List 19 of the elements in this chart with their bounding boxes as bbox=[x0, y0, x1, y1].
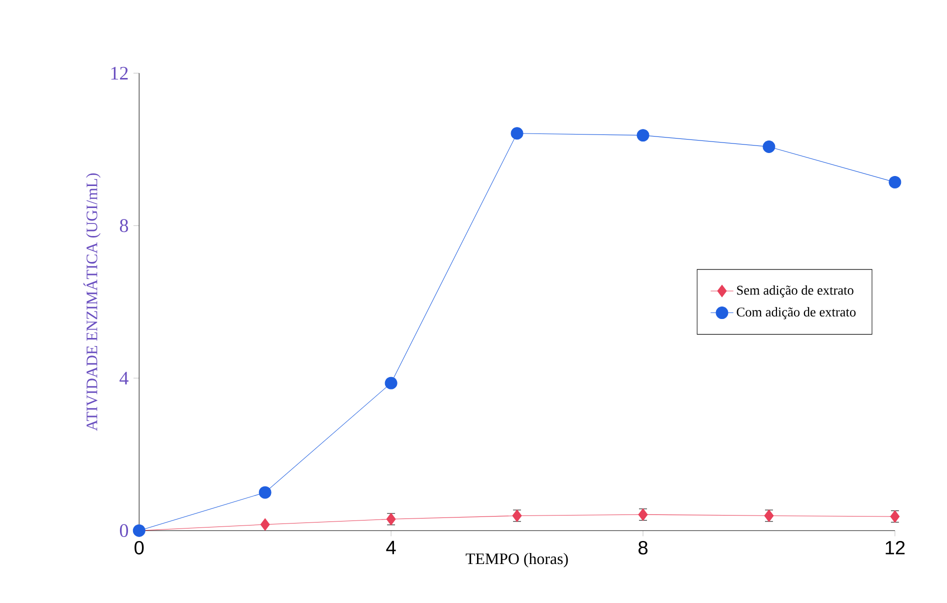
point bbox=[258, 486, 272, 499]
point bbox=[762, 140, 776, 154]
y-tick-label: 8 bbox=[120, 219, 128, 232]
y-tick-label: 4 bbox=[120, 372, 128, 385]
y-tick-label: 0 bbox=[120, 524, 128, 538]
legend-label: Com adição de extrato bbox=[736, 307, 856, 320]
point bbox=[636, 129, 650, 142]
x-tick-label: 4 bbox=[386, 541, 396, 554]
point bbox=[888, 176, 902, 189]
y-tick-label: 12 bbox=[111, 67, 128, 80]
x-tick-label: 8 bbox=[638, 541, 648, 555]
point bbox=[260, 518, 270, 531]
x-tick-label: 12 bbox=[886, 541, 905, 555]
point bbox=[510, 127, 524, 140]
legend-label: Sem adição de extrato bbox=[737, 286, 854, 298]
point bbox=[384, 377, 398, 390]
x-tick-label: 0 bbox=[134, 541, 144, 555]
x-axis-title: TEMPO (horas) bbox=[466, 553, 568, 568]
y-axis-title: ATIVIDADE ENZIMÁTICA (UGI/mL) bbox=[83, 174, 101, 432]
